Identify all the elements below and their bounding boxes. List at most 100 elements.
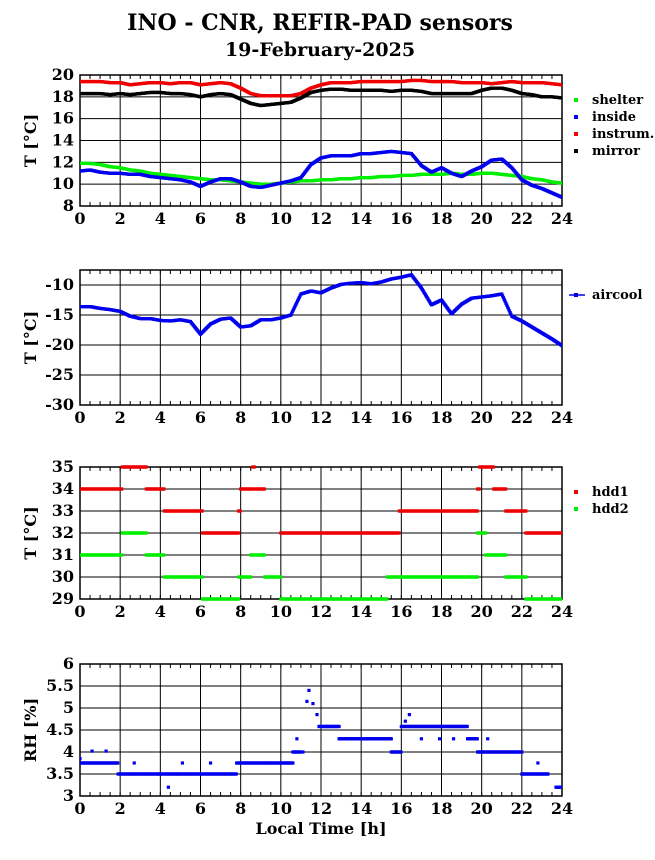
x-tick-label: 10 (270, 209, 292, 228)
y-tick-label: 33 (52, 501, 74, 520)
data-point (484, 531, 488, 535)
x-tick-label: 14 (350, 602, 372, 621)
x-tick-label: 8 (235, 209, 246, 228)
y-tick-label: 16 (52, 109, 74, 128)
data-point (502, 297, 506, 302)
chart-title: INO - CNR, REFIR-PAD sensors (127, 10, 513, 36)
data-point (291, 308, 295, 312)
x-tick-label: 24 (551, 799, 573, 818)
y-tick-label: 10 (52, 174, 74, 193)
x-tick-label: 20 (471, 602, 493, 621)
y-tick-label: 29 (52, 589, 74, 608)
data-point (560, 344, 562, 348)
data-point (385, 597, 389, 601)
data-point (504, 301, 508, 305)
x-tick-label: 20 (471, 799, 493, 818)
x-tick-label: 14 (350, 799, 372, 818)
x-tick-label: 18 (430, 408, 452, 427)
x-tick-label: 6 (195, 209, 206, 228)
legend: aircool (569, 288, 642, 303)
x-tick-label: 0 (74, 602, 85, 621)
x-tick-label: 20 (471, 408, 493, 427)
data-point (524, 509, 528, 513)
data-point (162, 553, 166, 557)
data-point (234, 772, 238, 776)
data-point (237, 597, 241, 601)
data-point (299, 750, 303, 754)
data-point (505, 303, 509, 307)
legend-label: inside (592, 110, 636, 125)
data-point (238, 509, 242, 513)
y-tick-label: 34 (52, 479, 74, 498)
data-point (291, 761, 295, 765)
data-point (298, 294, 302, 298)
legend-label: aircool (592, 288, 642, 303)
data-point (560, 195, 562, 199)
data-point (144, 465, 148, 469)
y-tick-label: 5 (63, 698, 74, 717)
data-point (252, 465, 256, 469)
y-tick-label: 3.5 (46, 764, 74, 783)
data-point (560, 181, 562, 185)
y-tick-label: 4.5 (46, 720, 74, 739)
x-tick-label: 22 (511, 602, 533, 621)
plot-frame (79, 663, 563, 797)
data-point (491, 465, 495, 469)
x-tick-label: 18 (430, 799, 452, 818)
data-point (237, 531, 241, 535)
y-axis-label: RH [%] (21, 698, 40, 762)
x-tick-label: 24 (551, 602, 573, 621)
x-tick-label: 22 (511, 209, 533, 228)
data-point (560, 83, 562, 87)
data-point (560, 96, 562, 100)
data-point (295, 301, 299, 305)
data-point (500, 292, 504, 296)
data-point (506, 305, 510, 309)
x-tick-label: 2 (115, 799, 126, 818)
x-tick-label: 2 (115, 209, 126, 228)
x-tick-label: 22 (511, 408, 533, 427)
legend-label: hdd2 (592, 502, 629, 517)
y-tick-label: 14 (52, 131, 74, 150)
legend-label: shelter (592, 93, 643, 108)
x-tick-label: 0 (74, 408, 85, 427)
data-point (504, 553, 508, 557)
x-tick-label: 18 (430, 209, 452, 228)
legend-label: instrum. (592, 127, 654, 142)
series-aircool (80, 273, 562, 348)
data-point (524, 575, 528, 579)
x-axis-label: Local Time [h] (255, 819, 386, 838)
data-point (290, 309, 295, 314)
x-tick-label: 24 (551, 408, 573, 427)
x-tick-label: 4 (155, 209, 166, 228)
series-hdd1 (80, 465, 562, 535)
data-point (477, 487, 481, 491)
x-tick-label: 16 (390, 209, 412, 228)
data-point (251, 487, 255, 491)
plot-area (80, 273, 562, 348)
legend-marker (574, 149, 578, 153)
data-point (292, 306, 296, 310)
x-tick-label: 2 (115, 408, 126, 427)
data-point (337, 724, 341, 729)
x-tick-label: 2 (115, 602, 126, 621)
series-inside (80, 149, 562, 199)
data-point (200, 575, 204, 579)
y-tick-label: 32 (52, 523, 74, 542)
x-tick-label: 4 (155, 602, 166, 621)
x-tick-label: 6 (195, 408, 206, 427)
data-point (200, 509, 204, 513)
x-tick-label: 16 (390, 799, 412, 818)
x-tick-label: 12 (310, 408, 332, 427)
data-point (295, 299, 300, 303)
series-hdd2 (80, 531, 562, 601)
y-tick-label: -10 (45, 275, 74, 294)
plot-area (80, 688, 562, 789)
x-tick-label: 8 (235, 602, 246, 621)
x-tick-label: 20 (471, 209, 493, 228)
data-point (475, 509, 479, 513)
